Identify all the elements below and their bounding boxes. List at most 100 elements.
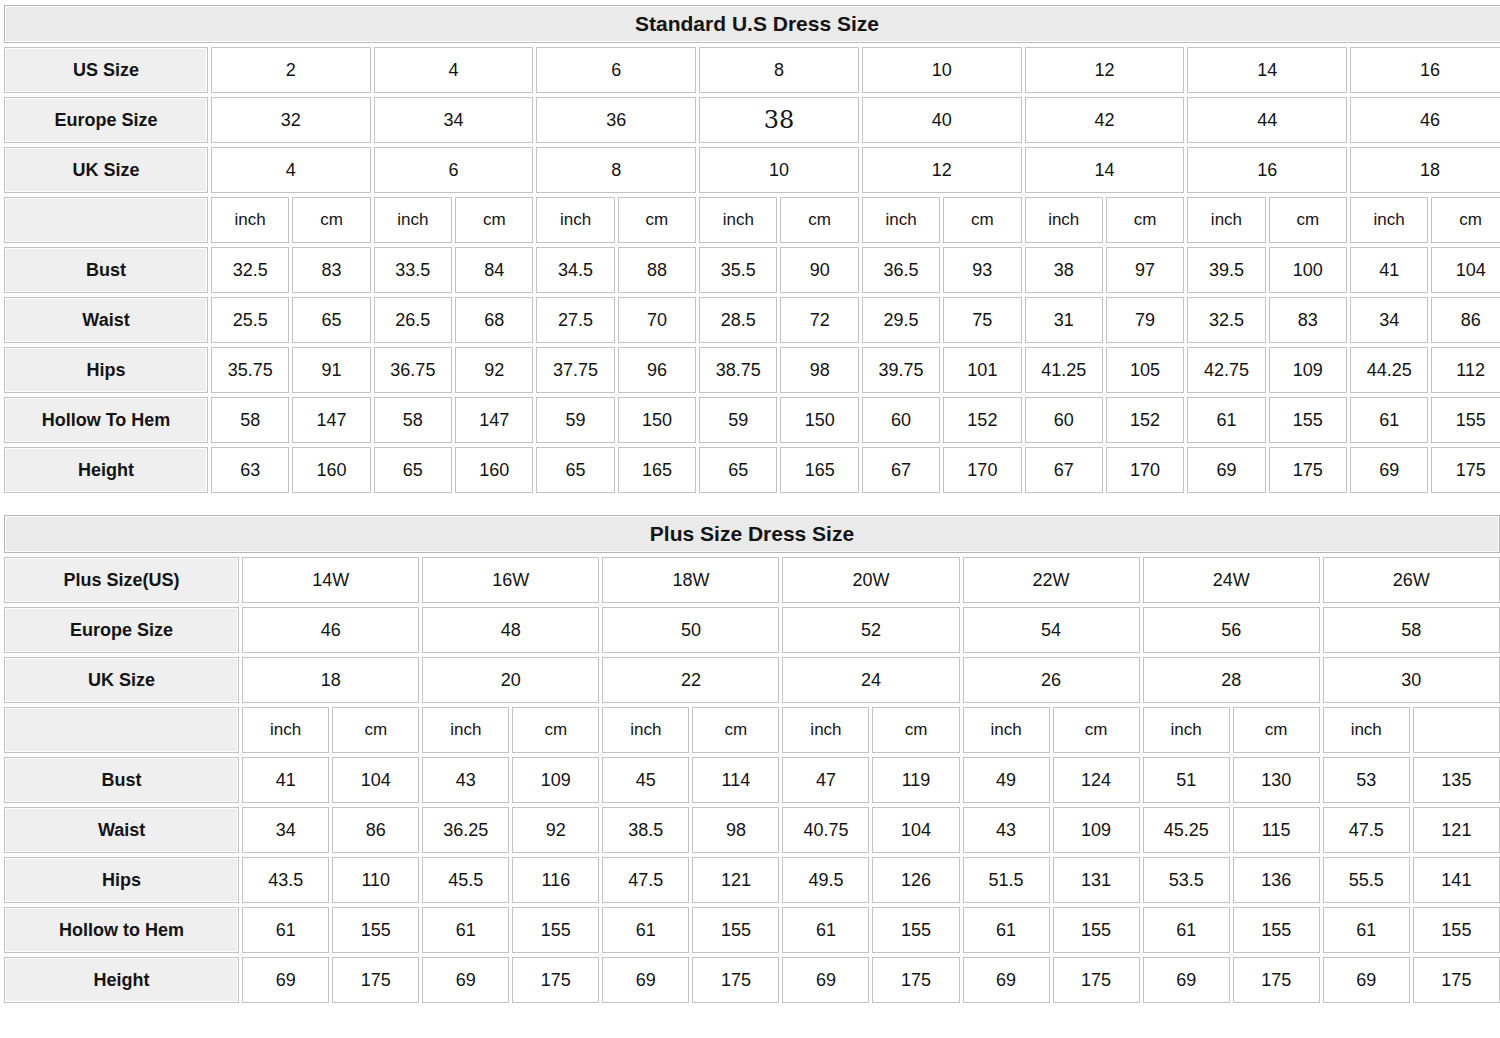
row-label: Europe Size — [4, 97, 208, 143]
measurement-value: 110 — [332, 857, 419, 903]
measurement-value: 51 — [1143, 757, 1230, 803]
unit-label: cm — [943, 197, 1021, 243]
measurement-value: 150 — [618, 397, 696, 443]
size-value: 38 — [699, 97, 859, 143]
unit-label: cm — [1233, 707, 1320, 753]
measurement-value: 61 — [1187, 397, 1265, 443]
unit-label: cm — [455, 197, 533, 243]
unit-label: cm — [1269, 197, 1347, 243]
measurement-value: 41.25 — [1025, 347, 1103, 393]
measurement-value: 160 — [455, 447, 533, 493]
measurement-value: 34 — [242, 807, 329, 853]
unit-label: cm — [512, 707, 599, 753]
measurement-value: 51.5 — [963, 857, 1050, 903]
unit-label: inch — [1350, 197, 1428, 243]
measurement-value: 175 — [872, 957, 959, 1003]
units-row-label — [4, 707, 239, 753]
size-value: 12 — [862, 147, 1022, 193]
size-value: 10 — [862, 47, 1022, 93]
measurement-value: 28.5 — [699, 297, 777, 343]
size-value: 12 — [1025, 47, 1185, 93]
size-value: 48 — [422, 607, 599, 653]
measurement-value: 32.5 — [211, 247, 289, 293]
measurement-value: 160 — [292, 447, 370, 493]
measurement-value: 100 — [1269, 247, 1347, 293]
unit-label: inch — [374, 197, 452, 243]
measurement-value: 170 — [943, 447, 1021, 493]
measurement-row: Height6316065160651656516567170671706917… — [4, 447, 1500, 493]
size-row: Europe Size46485052545658 — [4, 607, 1500, 653]
unit-label: inch — [422, 707, 509, 753]
measurement-value: 121 — [1413, 807, 1500, 853]
size-value: 26W — [1323, 557, 1500, 603]
measurement-value: 69 — [782, 957, 869, 1003]
measurement-value: 141 — [1413, 857, 1500, 903]
measurement-value: 53.5 — [1143, 857, 1230, 903]
measurement-value: 65 — [536, 447, 614, 493]
size-value: 4 — [211, 147, 371, 193]
size-value: 6 — [536, 47, 696, 93]
measurement-value: 112 — [1431, 347, 1500, 393]
unit-label: cm — [872, 707, 959, 753]
size-row: Europe Size3234363840424446 — [4, 97, 1500, 143]
measurement-value: 67 — [1025, 447, 1103, 493]
size-value: 16W — [422, 557, 599, 603]
unit-label: cm — [618, 197, 696, 243]
measurement-value: 91 — [292, 347, 370, 393]
unit-label: inch — [602, 707, 689, 753]
unit-label: cm — [1106, 197, 1184, 243]
measurement-value: 175 — [1233, 957, 1320, 1003]
measurement-value: 104 — [332, 757, 419, 803]
measurement-value: 124 — [1053, 757, 1140, 803]
measurement-value: 49.5 — [782, 857, 869, 903]
measurement-value: 155 — [512, 907, 599, 953]
measurement-value: 155 — [692, 907, 779, 953]
measurement-value: 55.5 — [1323, 857, 1410, 903]
row-label: Height — [4, 957, 239, 1003]
measurement-value: 31 — [1025, 297, 1103, 343]
measurement-value: 72 — [780, 297, 858, 343]
units-row-label — [4, 197, 208, 243]
row-label: Plus Size(US) — [4, 557, 239, 603]
measurement-value: 86 — [332, 807, 419, 853]
measurement-value: 38.75 — [699, 347, 777, 393]
size-value: 40 — [862, 97, 1022, 143]
unit-label: inch — [211, 197, 289, 243]
unit-label: inch — [699, 197, 777, 243]
measurement-value: 115 — [1233, 807, 1320, 853]
measurement-value: 69 — [963, 957, 1050, 1003]
measurement-value: 155 — [1431, 397, 1500, 443]
row-label: Bust — [4, 757, 239, 803]
units-row: inchcminchcminchcminchcminchcminchcminch… — [4, 197, 1500, 243]
measurement-value: 175 — [1269, 447, 1347, 493]
size-value: 34 — [374, 97, 534, 143]
measurement-value: 45.25 — [1143, 807, 1230, 853]
size-value: 44 — [1187, 97, 1347, 143]
measurement-value: 47.5 — [1323, 807, 1410, 853]
measurement-value: 47 — [782, 757, 869, 803]
measurement-value: 79 — [1106, 297, 1184, 343]
row-label: UK Size — [4, 657, 239, 703]
measurement-value: 60 — [862, 397, 940, 443]
unit-label: inch — [1143, 707, 1230, 753]
unit-label: inch — [1323, 707, 1410, 753]
size-value: 54 — [963, 607, 1140, 653]
measurement-value: 126 — [872, 857, 959, 903]
measurement-value: 86 — [1431, 297, 1500, 343]
measurement-value: 61 — [602, 907, 689, 953]
measurement-value: 152 — [1106, 397, 1184, 443]
size-value: 50 — [602, 607, 779, 653]
unit-label: cm — [1431, 197, 1500, 243]
measurement-value: 68 — [455, 297, 533, 343]
size-value: 56 — [1143, 607, 1320, 653]
size-value: 18 — [242, 657, 419, 703]
measurement-value: 61 — [1143, 907, 1230, 953]
measurement-value: 98 — [780, 347, 858, 393]
measurement-value: 58 — [374, 397, 452, 443]
unit-label: inch — [1187, 197, 1265, 243]
measurement-value: 38 — [1025, 247, 1103, 293]
measurement-row: Hollow to Hem611556115561155611556115561… — [4, 907, 1500, 953]
unit-label — [1413, 707, 1500, 753]
measurement-value: 175 — [692, 957, 779, 1003]
measurement-value: 36.5 — [862, 247, 940, 293]
